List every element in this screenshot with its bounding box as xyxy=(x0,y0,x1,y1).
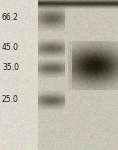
Text: 25.0: 25.0 xyxy=(2,96,19,105)
Text: 35.0: 35.0 xyxy=(2,63,19,72)
Text: 45.0: 45.0 xyxy=(2,44,19,52)
Text: 66.2: 66.2 xyxy=(2,14,19,22)
